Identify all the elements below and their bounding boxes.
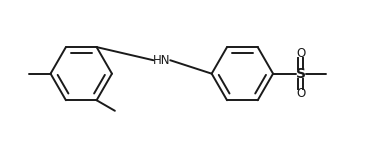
Text: HN: HN [153,54,171,67]
Text: O: O [296,47,305,60]
Text: O: O [296,87,305,100]
Text: S: S [296,67,306,81]
